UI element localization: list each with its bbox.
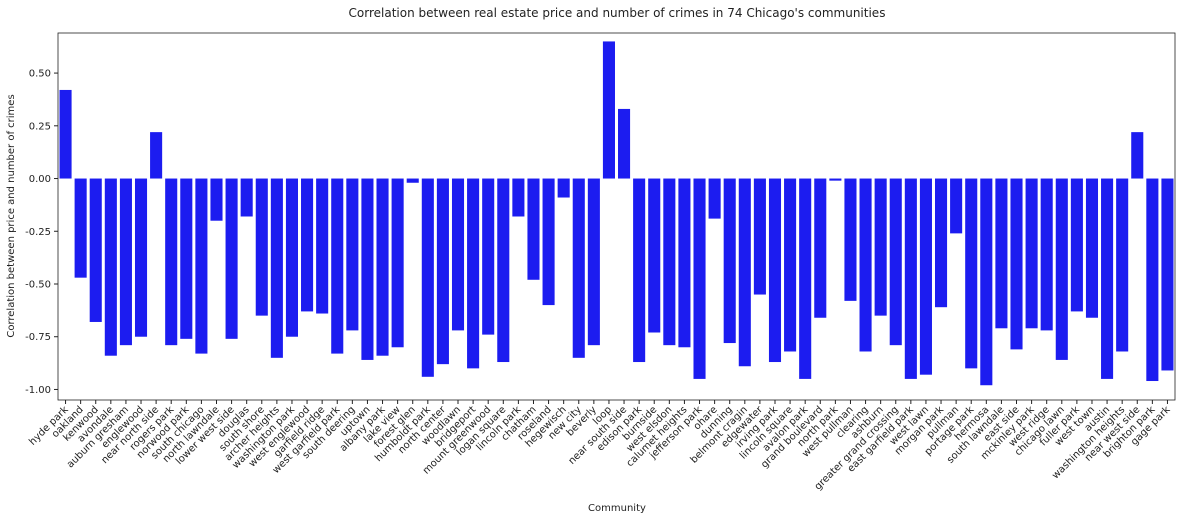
bar — [633, 178, 646, 363]
bar — [150, 132, 163, 179]
y-tick-label: 0.25 — [29, 121, 51, 132]
bar — [104, 178, 117, 356]
y-tick-label: 0.50 — [29, 69, 51, 80]
y-tick-label: -1.00 — [25, 385, 51, 396]
bar — [301, 178, 314, 312]
bar — [708, 178, 721, 219]
bar — [965, 178, 978, 369]
bar — [1131, 132, 1144, 179]
bar — [285, 178, 299, 337]
bar — [738, 178, 751, 367]
bar — [512, 178, 525, 217]
y-tick-label: -0.75 — [25, 332, 51, 343]
bar — [1085, 178, 1099, 318]
bar — [784, 178, 797, 352]
bar — [406, 178, 419, 183]
bar — [1070, 178, 1083, 312]
bar — [904, 178, 917, 379]
bar — [618, 108, 631, 179]
bar — [950, 178, 963, 234]
x-axis-label: Community — [588, 503, 646, 514]
plot-frame — [57, 32, 1176, 401]
bar — [980, 178, 993, 386]
bar — [889, 178, 902, 346]
bar — [1116, 178, 1129, 352]
bar — [874, 178, 887, 316]
bar — [74, 178, 87, 278]
bar — [331, 178, 344, 354]
bar — [542, 178, 555, 306]
bar — [59, 89, 72, 179]
bar — [346, 178, 359, 331]
chart-title: Correlation between real estate price an… — [349, 6, 886, 20]
bar — [859, 178, 872, 352]
bar — [210, 178, 223, 221]
bar — [436, 178, 449, 365]
bar — [799, 178, 812, 379]
bar — [421, 178, 434, 377]
bar — [587, 178, 600, 346]
bar — [451, 178, 465, 331]
bar — [361, 178, 374, 360]
bar — [814, 178, 827, 318]
bar — [119, 178, 132, 346]
bar — [1101, 178, 1114, 379]
bar — [1010, 178, 1023, 350]
bar — [829, 178, 842, 181]
bar — [225, 178, 238, 339]
y-axis-label: Correlation between price and number of … — [6, 94, 17, 337]
bar — [527, 178, 540, 280]
bar — [995, 178, 1008, 329]
bar — [1040, 178, 1053, 331]
bar — [391, 178, 404, 348]
bar — [270, 178, 283, 358]
bar — [557, 178, 570, 198]
bar — [693, 178, 706, 379]
bar — [844, 178, 857, 301]
bar — [255, 178, 268, 316]
bar — [723, 178, 736, 344]
bar — [1161, 178, 1174, 371]
y-tick-label: -0.50 — [25, 279, 51, 290]
bar — [919, 178, 932, 375]
bar — [467, 178, 480, 369]
bar — [316, 178, 329, 314]
bar — [376, 178, 389, 356]
bar — [134, 178, 148, 337]
bar — [648, 178, 661, 333]
bar — [497, 178, 510, 363]
y-tick-label: -0.25 — [25, 227, 51, 238]
bar — [753, 178, 766, 295]
bar — [180, 178, 193, 339]
bar — [572, 178, 585, 358]
bar — [678, 178, 691, 348]
bar — [165, 178, 178, 346]
bar — [1055, 178, 1068, 360]
bar — [1146, 178, 1159, 382]
bar — [663, 178, 676, 346]
bar — [934, 178, 948, 308]
bar — [482, 178, 495, 335]
bar — [768, 178, 782, 363]
bar — [1025, 178, 1038, 329]
y-tick-label: 0.00 — [29, 174, 51, 185]
bar — [195, 178, 208, 354]
bar — [89, 178, 102, 322]
bar — [602, 41, 615, 179]
bar — [240, 178, 253, 217]
